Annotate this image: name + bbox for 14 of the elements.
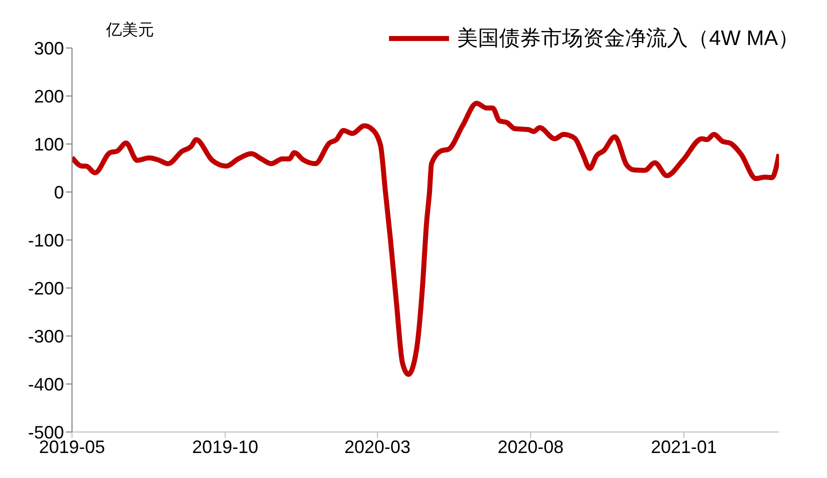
y-tick-label: 200 <box>34 86 64 106</box>
y-tick-label: -400 <box>28 374 64 394</box>
y-tick-label: -100 <box>28 230 64 250</box>
x-tick-label: 2019-10 <box>192 436 258 457</box>
y-tick-label: -200 <box>28 278 64 298</box>
x-tick-label: 2020-08 <box>498 436 564 457</box>
y-axis-title: 亿美元 <box>106 20 154 41</box>
legend-label: 美国债券市场资金净流入（4W MA） <box>457 26 799 52</box>
y-tick-label: 300 <box>34 38 64 58</box>
y-tick-label: 0 <box>54 182 64 202</box>
x-tick-label: 2021-01 <box>650 436 717 457</box>
x-tick-label: 2020-03 <box>344 436 410 457</box>
y-tick-label: 100 <box>34 134 64 154</box>
y-tick-label: -300 <box>28 326 64 346</box>
